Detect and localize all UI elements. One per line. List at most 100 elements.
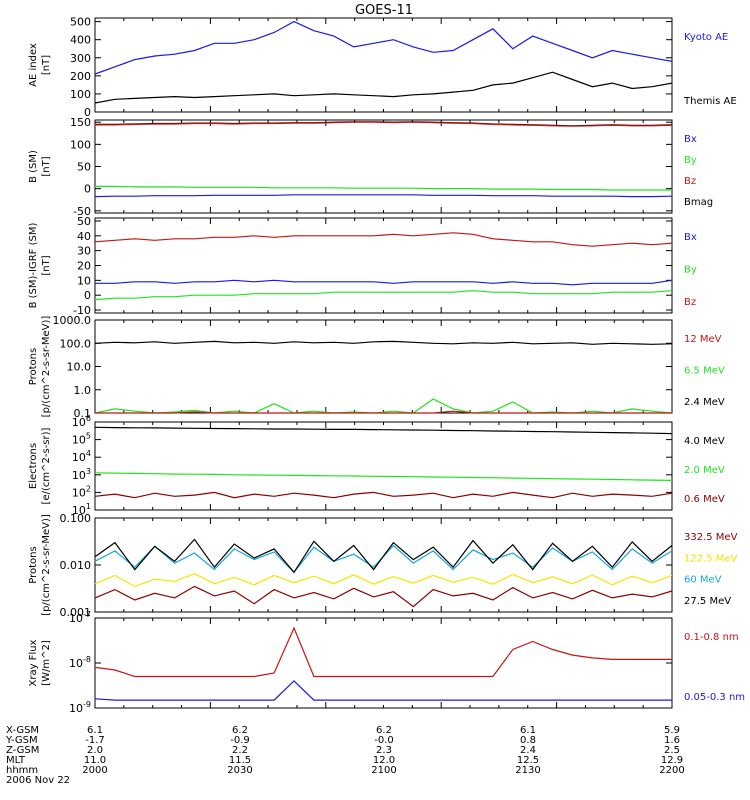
panel-2: 150 100 50 0 -50 B (SM) [nT] Bx By Bz Bmag	[28, 116, 713, 218]
legend-label: 0.05-0.3 nm	[684, 692, 745, 703]
footer-value: 12.9	[661, 755, 683, 766]
series-line-kyoto-ae	[94, 20, 673, 75]
footer-row-label: hhmm	[6, 765, 38, 776]
series-line-4-0-mev	[94, 426, 673, 435]
series-line-332-5-mev	[94, 585, 673, 608]
footer-value: 6.2	[376, 725, 392, 736]
y-axis-label: Protons	[28, 348, 39, 385]
footer-value: -0.9	[230, 735, 250, 746]
y-axis-label: [W/m^2]	[41, 640, 52, 686]
footer-value: 1.6	[664, 735, 680, 746]
footer-value: 2200	[659, 765, 684, 776]
legend-label: 2.4 MeV	[684, 397, 725, 408]
y-tick-label: -10	[73, 304, 91, 317]
y-axis-label: Xray Flux	[28, 639, 39, 686]
legend-label: 0.6 MeV	[684, 494, 725, 505]
panel-1: 500 400 300 200 100 0 AE index [nT] Kyoto AE Them…	[28, 16, 737, 119]
series-line-by	[94, 290, 673, 301]
footer-value: -0.0	[374, 735, 394, 746]
y-tick-label: 102	[72, 484, 91, 499]
footer-value: -1.7	[85, 735, 105, 746]
panel-frame	[94, 617, 673, 709]
y-axis-label: [p/(cm^2-s-sr-MeV)]	[41, 514, 52, 616]
series-line-by	[95, 185, 672, 191]
y-tick-label: 30	[77, 245, 91, 258]
panel-5: 106 105 104 103 102 101 Electrons [e/(cm^2-s-sr…	[28, 414, 725, 517]
legend-label: Themis AE	[683, 96, 737, 107]
legend-label: By	[684, 265, 697, 276]
series-line-themis-ae	[94, 71, 673, 104]
series-line-12-mev	[95, 410, 672, 414]
series-line-bx	[94, 194, 673, 198]
footer-value: 6.1	[87, 725, 103, 736]
footer-value: 2000	[82, 765, 107, 776]
y-axis-label: [nT]	[41, 255, 52, 275]
legend-label: 12 MeV	[684, 334, 722, 345]
y-axis-label: B (SM)-IGRF (SM)	[28, 223, 39, 309]
panel-7: 10-7 10-8 10-9 Xray Flux [W/m^2] 0.1-0.8 nm 0.…	[28, 610, 745, 715]
y-tick-label: 0.1	[74, 407, 92, 420]
legend-label: 27.5 MeV	[684, 596, 731, 607]
panel-frame	[94, 319, 673, 414]
y-axis-label: AE index	[28, 43, 39, 87]
y-axis-label: [e/(cm^2-s-sr)]	[41, 427, 52, 504]
y-tick-label: 400	[70, 34, 91, 47]
series-line-bx	[95, 279, 673, 286]
panel-frame	[94, 217, 673, 314]
y-tick-label: 0	[84, 183, 91, 196]
panel-frame	[94, 119, 673, 214]
y-tick-label: 40	[77, 230, 91, 243]
footer-value: 2130	[515, 765, 540, 776]
y-axis-label: Protons	[28, 546, 39, 583]
footer-row-label: 2006 Nov 22	[6, 775, 70, 786]
y-tick-label: 104	[72, 449, 91, 464]
legend-label: 6.5 MeV	[684, 366, 725, 377]
y-tick-label: 150	[70, 116, 91, 129]
footer-value: 2030	[227, 765, 252, 776]
y-tick-label: 10.0	[67, 361, 92, 374]
legend-label: Bmag	[684, 197, 713, 208]
y-tick-label: 100	[70, 88, 91, 101]
panel-4: 1000.0 100.0 10.0 1.0 0.1 Protons [p/(cm^2-s-s…	[28, 314, 725, 420]
footer-value: 2.3	[376, 745, 392, 756]
panel-6: 0.100 0.010 0.001 Protons [p/(cm^2-s-sr-MeV)…	[28, 512, 738, 619]
footer-row-label: X-GSM	[6, 725, 39, 736]
series-line-0-6-mev	[94, 491, 673, 499]
legend-label: Bx	[684, 232, 697, 243]
y-tick-label: 50	[77, 161, 91, 174]
y-tick-label: 20	[77, 260, 91, 273]
y-axis-label: [p/(cm^2-s-sr-MeV)]	[41, 316, 52, 418]
y-tick-label: 103	[72, 467, 91, 482]
legend-label: 332.5 MeV	[684, 532, 738, 543]
y-tick-label: 101	[72, 502, 91, 517]
y-tick-label: 100.0	[60, 337, 92, 350]
legend-label: By	[684, 155, 697, 166]
y-tick-label: 106	[72, 414, 91, 429]
y-tick-label: 500	[70, 16, 91, 29]
y-axis-label: [nT]	[41, 156, 52, 176]
legend-label: Bz	[684, 297, 696, 308]
legend-label: Kyoto AE	[684, 32, 728, 43]
y-tick-label: 105	[72, 432, 91, 447]
footer-value: 6.1	[520, 725, 536, 736]
y-axis-label: B (SM)	[28, 150, 39, 183]
y-tick-label: 0.010	[60, 559, 92, 572]
legend-label: 60 MeV	[684, 575, 722, 586]
legend-label: Bx	[684, 134, 697, 145]
y-tick-label: 1000.0	[53, 314, 92, 327]
y-tick-label: 10-7	[69, 610, 91, 625]
legend-label: 2.0 MeV	[684, 465, 725, 476]
y-tick-label: 10-8	[69, 655, 91, 670]
series-line-0-1-0-8-nm	[94, 626, 672, 678]
legend-label: 0.1-0.8 nm	[684, 632, 739, 643]
footer-value: 0.8	[520, 735, 536, 746]
footer-value: 2.5	[664, 745, 680, 756]
y-tick-label: 10-9	[69, 700, 91, 715]
footer-value: 2.0	[87, 745, 103, 756]
series-line-bz	[95, 121, 673, 127]
panel-frame	[94, 517, 673, 613]
series-line-60-mev	[94, 544, 673, 574]
y-tick-label: 0.100	[60, 512, 92, 525]
